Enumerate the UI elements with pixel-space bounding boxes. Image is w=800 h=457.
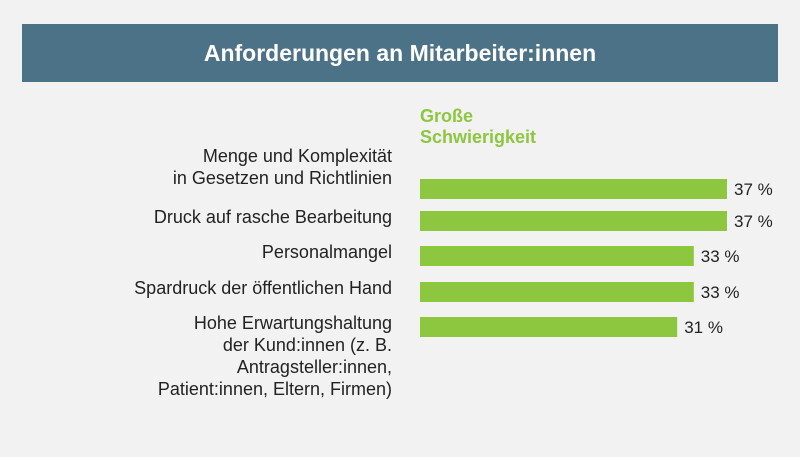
value-label-5: 31 % [684, 318, 723, 337]
value-label-4: 33 % [701, 283, 740, 302]
chart-title-bar: Anforderungen an Mitarbeiter:innen [22, 24, 778, 82]
category-label-line: Druck auf rasche Bearbeitung [153, 207, 392, 227]
category-label-5: Hohe Erwartungshaltung der Kund:innen (z.… [158, 312, 392, 400]
bar-4 [420, 282, 694, 302]
category-label-line: Menge und Komplexität [202, 146, 392, 166]
bar-3 [420, 246, 694, 266]
value-label-3: 33 % [701, 247, 740, 266]
category-label-line: in Gesetzen und Richtlinien [172, 168, 392, 188]
category-label-4: Spardruck der öffentlichen Hand [134, 277, 392, 299]
chart-title: Anforderungen an Mitarbeiter:innen [203, 39, 597, 66]
category-label-line: Antragsteller:innen, [236, 357, 392, 377]
bar-5 [420, 317, 678, 337]
bar-1 [420, 179, 727, 199]
category-label-line: Hohe Erwartungshaltung [193, 313, 392, 333]
value-label-2: 37 % [734, 212, 773, 231]
category-label-line: Patient:innen, Eltern, Firmen) [157, 379, 392, 399]
category-label-3: Personalmangel [262, 241, 392, 263]
bar-2 [420, 211, 727, 231]
category-label-2: Druck auf rasche Bearbeitung [154, 206, 392, 228]
category-label-1: Menge und Komplexität in Gesetzen und Ric… [173, 145, 392, 189]
category-label-line: der Kund:innen (z. B. [222, 335, 392, 355]
value-label-1: 37 % [734, 180, 773, 199]
category-label-line: Personalmangel [261, 242, 392, 262]
series-label: Große Schwierigkeit [420, 106, 537, 147]
category-label-line: Spardruck der öffentlichen Hand [134, 278, 392, 298]
